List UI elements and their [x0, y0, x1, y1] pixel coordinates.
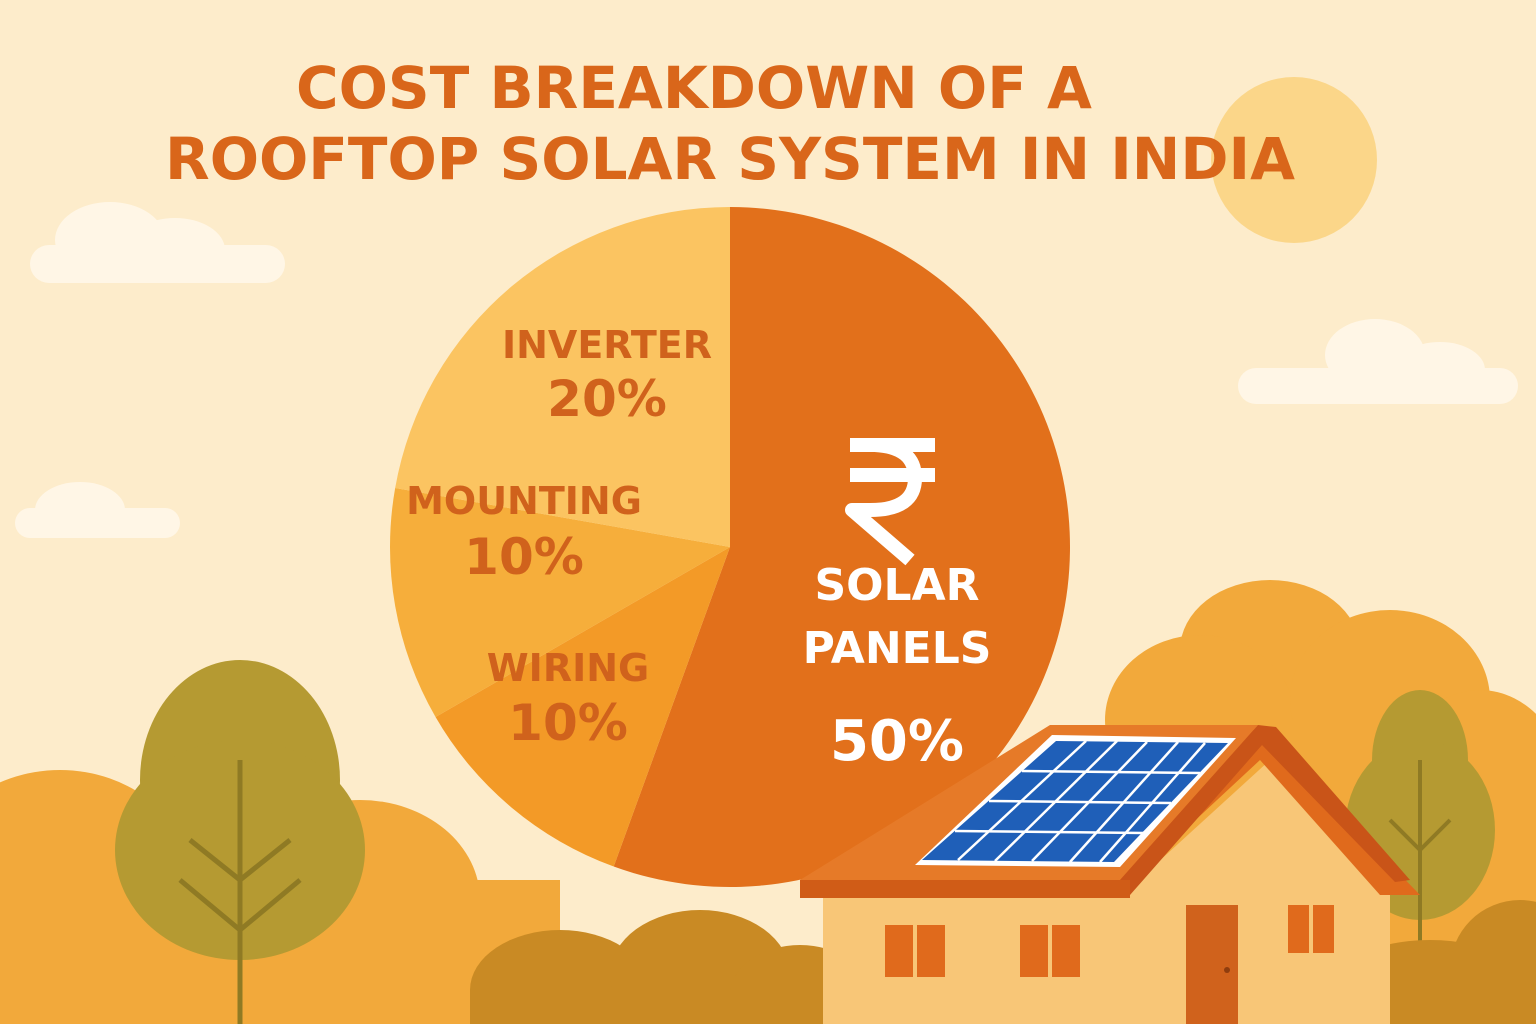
- cloud-icon: [30, 202, 285, 283]
- slice-label: WIRING: [487, 646, 649, 690]
- slice-label: INVERTER: [502, 323, 712, 367]
- slice-value-label: 20%: [547, 370, 667, 428]
- solar-panel-icon: [915, 735, 1236, 867]
- pie-slice-solar-panels: [613, 207, 1070, 887]
- slice-label: MOUNTING: [406, 479, 642, 523]
- rupee-icon: [845, 438, 935, 566]
- cloud-icon: [15, 482, 180, 538]
- sun-icon: [1211, 77, 1377, 243]
- pie-chart: [389, 207, 1070, 887]
- slice-value-label: 50%: [830, 709, 964, 774]
- slice-label: SOLAR: [814, 560, 979, 611]
- pie-labels: SOLARPANELS50%WIRING10%MOUNTING10%INVERT…: [406, 323, 991, 774]
- pie-slice-mounting: [389, 487, 730, 717]
- chart-title-line-1: COST BREAKDOWN OF A: [296, 54, 1092, 122]
- pie-slice-wiring: [435, 547, 730, 867]
- slice-value-label: 10%: [464, 528, 584, 586]
- pie-slice-inverter: [395, 207, 730, 547]
- house-door: [1186, 905, 1238, 1024]
- chart-title-line-2: ROOFTOP SOLAR SYSTEM IN INDIA: [165, 125, 1295, 193]
- cloud-icon: [1238, 319, 1518, 404]
- bush-front: [470, 910, 870, 1024]
- slice-label: PANELS: [803, 623, 992, 674]
- slice-value-label: 10%: [508, 694, 628, 752]
- tree-icon: [115, 660, 365, 1024]
